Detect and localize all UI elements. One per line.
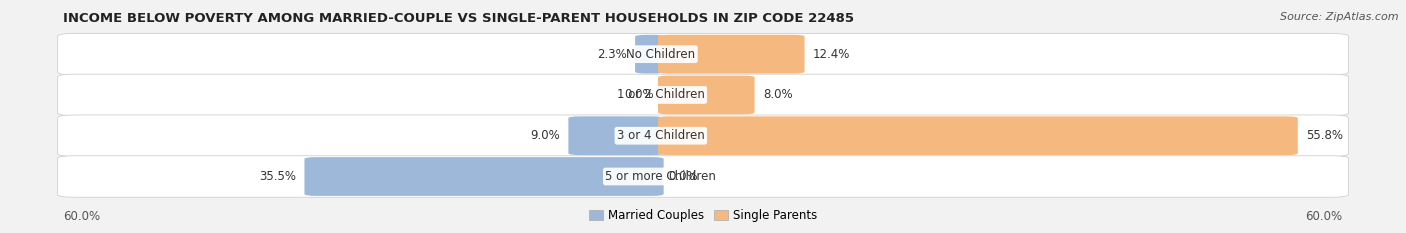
FancyBboxPatch shape	[58, 156, 1348, 197]
Legend: Married Couples, Single Parents: Married Couples, Single Parents	[585, 205, 821, 227]
Text: 0.0%: 0.0%	[624, 89, 654, 101]
Text: 35.5%: 35.5%	[259, 170, 297, 183]
FancyBboxPatch shape	[658, 116, 1298, 155]
Text: No Children: No Children	[626, 48, 696, 61]
Text: 1 or 2 Children: 1 or 2 Children	[617, 89, 704, 101]
FancyBboxPatch shape	[305, 157, 664, 196]
Text: 9.0%: 9.0%	[530, 129, 560, 142]
FancyBboxPatch shape	[636, 35, 664, 74]
Text: 0.0%: 0.0%	[668, 170, 697, 183]
Text: 2.3%: 2.3%	[598, 48, 627, 61]
Text: 3 or 4 Children: 3 or 4 Children	[617, 129, 704, 142]
Text: 12.4%: 12.4%	[813, 48, 851, 61]
Text: INCOME BELOW POVERTY AMONG MARRIED-COUPLE VS SINGLE-PARENT HOUSEHOLDS IN ZIP COD: INCOME BELOW POVERTY AMONG MARRIED-COUPL…	[63, 12, 855, 25]
Text: 60.0%: 60.0%	[63, 210, 100, 223]
FancyBboxPatch shape	[658, 75, 755, 114]
FancyBboxPatch shape	[58, 115, 1348, 157]
FancyBboxPatch shape	[658, 35, 804, 74]
FancyBboxPatch shape	[568, 116, 664, 155]
FancyBboxPatch shape	[58, 33, 1348, 75]
FancyBboxPatch shape	[58, 74, 1348, 116]
Text: 55.8%: 55.8%	[1306, 129, 1343, 142]
Text: Source: ZipAtlas.com: Source: ZipAtlas.com	[1281, 12, 1399, 22]
Text: 8.0%: 8.0%	[763, 89, 793, 101]
Text: 60.0%: 60.0%	[1306, 210, 1343, 223]
Text: 5 or more Children: 5 or more Children	[606, 170, 716, 183]
